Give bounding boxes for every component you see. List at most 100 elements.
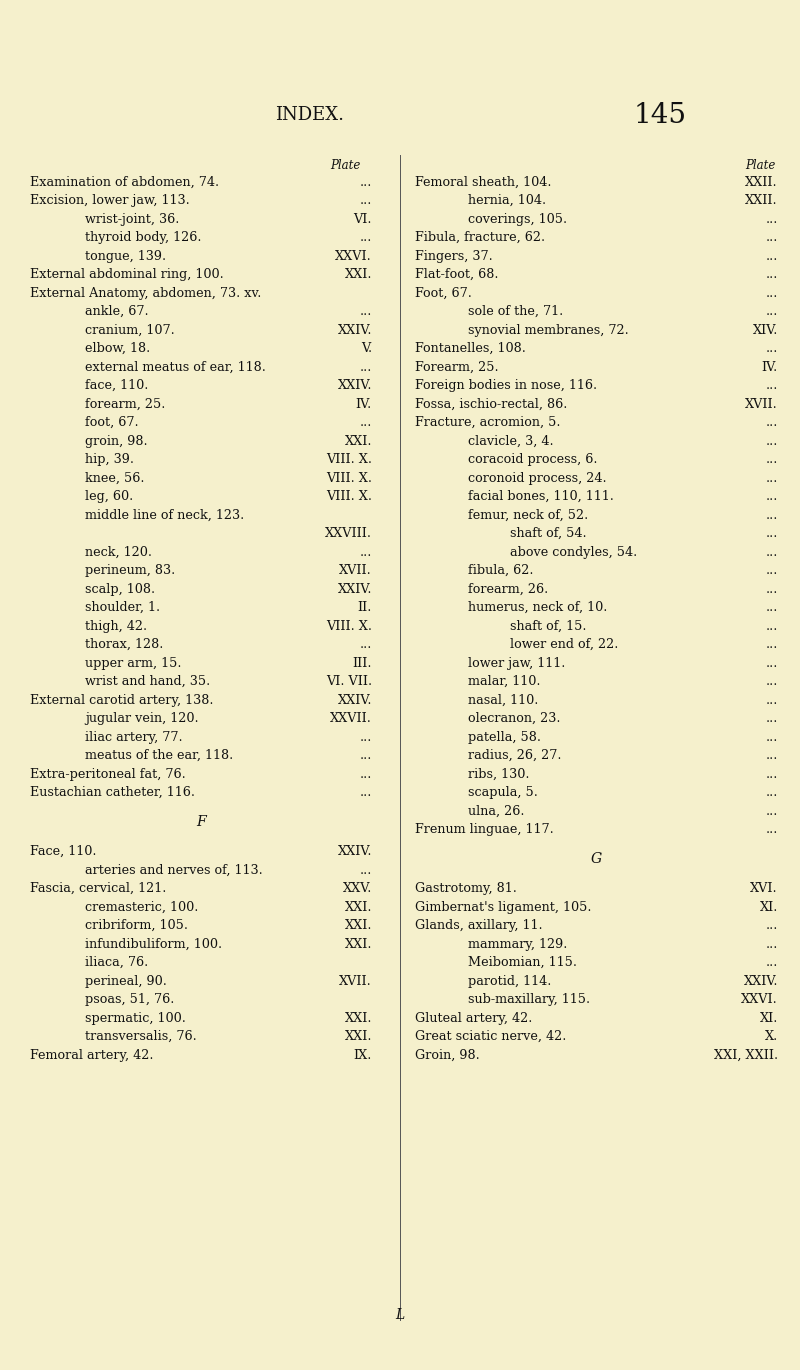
- Text: XVII.: XVII.: [339, 564, 372, 577]
- Text: XXI.: XXI.: [345, 1030, 372, 1043]
- Text: cribriform, 105.: cribriform, 105.: [85, 919, 188, 932]
- Text: spermatic, 100.: spermatic, 100.: [85, 1011, 186, 1025]
- Text: middle line of neck, 123.: middle line of neck, 123.: [85, 508, 244, 522]
- Text: ...: ...: [766, 342, 778, 355]
- Text: XI.: XI.: [760, 1011, 778, 1025]
- Text: ...: ...: [766, 786, 778, 799]
- Text: ...: ...: [766, 582, 778, 596]
- Text: scalp, 108.: scalp, 108.: [85, 582, 155, 596]
- Text: Plate: Plate: [330, 159, 360, 171]
- Text: ...: ...: [766, 823, 778, 836]
- Text: XXV.: XXV.: [342, 882, 372, 895]
- Text: wrist and hand, 35.: wrist and hand, 35.: [85, 675, 210, 688]
- Text: XXI.: XXI.: [345, 919, 372, 932]
- Text: XIV.: XIV.: [753, 323, 778, 337]
- Text: synovial membranes, 72.: synovial membranes, 72.: [468, 323, 629, 337]
- Text: XVII.: XVII.: [339, 974, 372, 988]
- Text: shaft of, 54.: shaft of, 54.: [510, 527, 586, 540]
- Text: ...: ...: [360, 306, 372, 318]
- Text: ...: ...: [766, 675, 778, 688]
- Text: mammary, 129.: mammary, 129.: [468, 937, 567, 951]
- Text: XI.: XI.: [760, 900, 778, 914]
- Text: shaft of, 15.: shaft of, 15.: [510, 619, 586, 633]
- Text: ...: ...: [766, 490, 778, 503]
- Text: cremasteric, 100.: cremasteric, 100.: [85, 900, 198, 914]
- Text: Foot, 67.: Foot, 67.: [415, 286, 472, 300]
- Text: XXVIII.: XXVIII.: [325, 527, 372, 540]
- Text: ...: ...: [360, 786, 372, 799]
- Text: lower end of, 22.: lower end of, 22.: [510, 638, 618, 651]
- Text: ...: ...: [360, 545, 372, 559]
- Text: ...: ...: [766, 249, 778, 263]
- Text: ...: ...: [766, 545, 778, 559]
- Text: thorax, 128.: thorax, 128.: [85, 638, 163, 651]
- Text: ...: ...: [360, 232, 372, 244]
- Text: VIII. X.: VIII. X.: [326, 453, 372, 466]
- Text: ...: ...: [766, 730, 778, 744]
- Text: XXII.: XXII.: [746, 195, 778, 207]
- Text: arteries and nerves of, 113.: arteries and nerves of, 113.: [85, 863, 262, 877]
- Text: Foreign bodies in nose, 116.: Foreign bodies in nose, 116.: [415, 379, 597, 392]
- Text: VI. VII.: VI. VII.: [326, 675, 372, 688]
- Text: coracoid process, 6.: coracoid process, 6.: [468, 453, 598, 466]
- Text: XXIV.: XXIV.: [338, 323, 372, 337]
- Text: ...: ...: [766, 527, 778, 540]
- Text: parotid, 114.: parotid, 114.: [468, 974, 551, 988]
- Text: ...: ...: [766, 638, 778, 651]
- Text: Face, 110.: Face, 110.: [30, 845, 97, 858]
- Text: foot, 67.: foot, 67.: [85, 416, 138, 429]
- Text: knee, 56.: knee, 56.: [85, 471, 145, 485]
- Text: INDEX.: INDEX.: [275, 105, 345, 125]
- Text: Fingers, 37.: Fingers, 37.: [415, 249, 493, 263]
- Text: Forearm, 25.: Forearm, 25.: [415, 360, 498, 374]
- Text: V.: V.: [361, 342, 372, 355]
- Text: hernia, 104.: hernia, 104.: [468, 195, 546, 207]
- Text: Examination of abdomen, 74.: Examination of abdomen, 74.: [30, 175, 219, 189]
- Text: ...: ...: [766, 804, 778, 818]
- Text: ...: ...: [766, 416, 778, 429]
- Text: ankle, 67.: ankle, 67.: [85, 306, 149, 318]
- Text: IV.: IV.: [762, 360, 778, 374]
- Text: ...: ...: [766, 453, 778, 466]
- Text: F: F: [196, 815, 206, 829]
- Text: ...: ...: [766, 712, 778, 725]
- Text: radius, 26, 27.: radius, 26, 27.: [468, 749, 562, 762]
- Text: Gluteal artery, 42.: Gluteal artery, 42.: [415, 1011, 532, 1025]
- Text: thigh, 42.: thigh, 42.: [85, 619, 147, 633]
- Text: ...: ...: [766, 749, 778, 762]
- Text: XXIV.: XXIV.: [338, 693, 372, 707]
- Text: external meatus of ear, 118.: external meatus of ear, 118.: [85, 360, 266, 374]
- Text: ...: ...: [360, 195, 372, 207]
- Text: patella, 58.: patella, 58.: [468, 730, 541, 744]
- Text: XXVII.: XXVII.: [330, 712, 372, 725]
- Text: upper arm, 15.: upper arm, 15.: [85, 656, 182, 670]
- Text: ...: ...: [766, 508, 778, 522]
- Text: XXVI.: XXVI.: [742, 993, 778, 1006]
- Text: XXI.: XXI.: [345, 269, 372, 281]
- Text: ...: ...: [360, 175, 372, 189]
- Text: Fracture, acromion, 5.: Fracture, acromion, 5.: [415, 416, 561, 429]
- Text: Fascia, cervical, 121.: Fascia, cervical, 121.: [30, 882, 166, 895]
- Text: Extra-peritoneal fat, 76.: Extra-peritoneal fat, 76.: [30, 767, 186, 781]
- Text: leg, 60.: leg, 60.: [85, 490, 134, 503]
- Text: coverings, 105.: coverings, 105.: [468, 212, 567, 226]
- Text: ...: ...: [360, 730, 372, 744]
- Text: VIII. X.: VIII. X.: [326, 619, 372, 633]
- Text: iliaca, 76.: iliaca, 76.: [85, 956, 148, 969]
- Text: ...: ...: [766, 919, 778, 932]
- Text: IX.: IX.: [354, 1048, 372, 1062]
- Text: XVII.: XVII.: [746, 397, 778, 411]
- Text: sub-maxillary, 115.: sub-maxillary, 115.: [468, 993, 590, 1006]
- Text: meatus of the ear, 118.: meatus of the ear, 118.: [85, 749, 234, 762]
- Text: Frenum linguae, 117.: Frenum linguae, 117.: [415, 823, 554, 836]
- Text: XXI.: XXI.: [345, 1011, 372, 1025]
- Text: ...: ...: [766, 306, 778, 318]
- Text: forearm, 26.: forearm, 26.: [468, 582, 548, 596]
- Text: ...: ...: [766, 434, 778, 448]
- Text: ...: ...: [360, 360, 372, 374]
- Text: lower jaw, 111.: lower jaw, 111.: [468, 656, 566, 670]
- Text: ...: ...: [360, 638, 372, 651]
- Text: Plate: Plate: [745, 159, 775, 171]
- Text: ...: ...: [766, 619, 778, 633]
- Text: ...: ...: [766, 232, 778, 244]
